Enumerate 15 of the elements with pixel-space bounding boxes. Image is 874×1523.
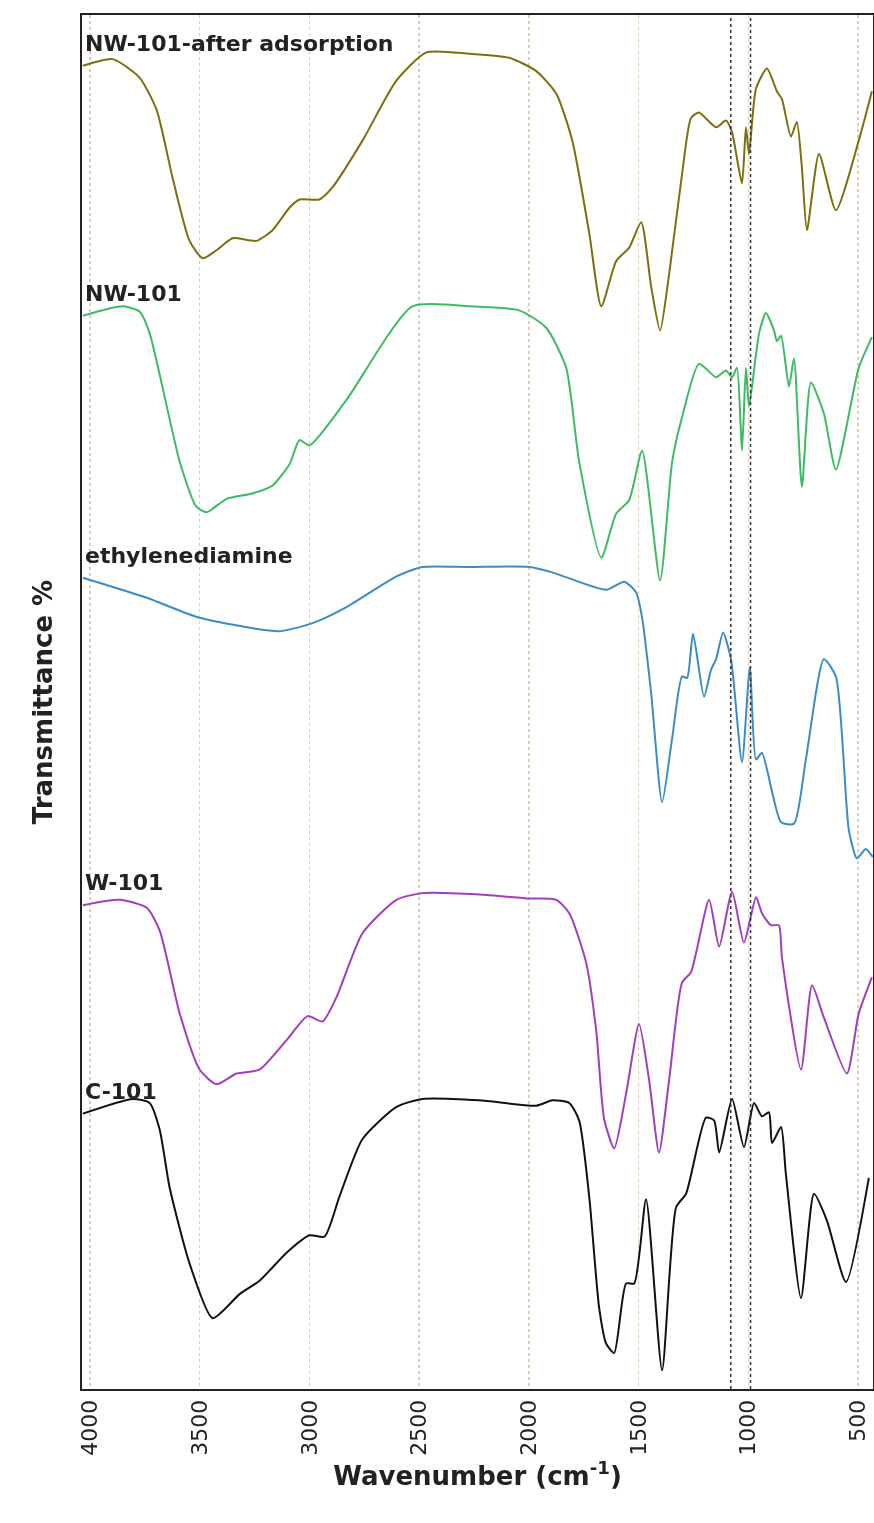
x-tick-label: 4000	[77, 1399, 103, 1456]
series-label: ethylenediamine	[85, 543, 293, 568]
x-tick-label: 3500	[186, 1399, 212, 1456]
x-tick-label: 1000	[735, 1399, 761, 1456]
series-label: W-101	[85, 870, 164, 895]
y-axis-title: Transmittance %	[27, 579, 58, 825]
x-tick-label: 2500	[406, 1399, 432, 1456]
x-tick-label: 500	[845, 1399, 871, 1442]
series-label: C-101	[85, 1079, 157, 1104]
x-tick-label: 2000	[516, 1399, 542, 1456]
x-tick-label: 3000	[296, 1399, 322, 1456]
series-label: NW-101-after adsorption	[85, 31, 394, 56]
x-axis-title: Wavenumber (cm$^{-1}$)	[333, 1457, 622, 1491]
x-tick-label: 1500	[625, 1399, 651, 1456]
series-label: NW-101	[85, 281, 182, 306]
